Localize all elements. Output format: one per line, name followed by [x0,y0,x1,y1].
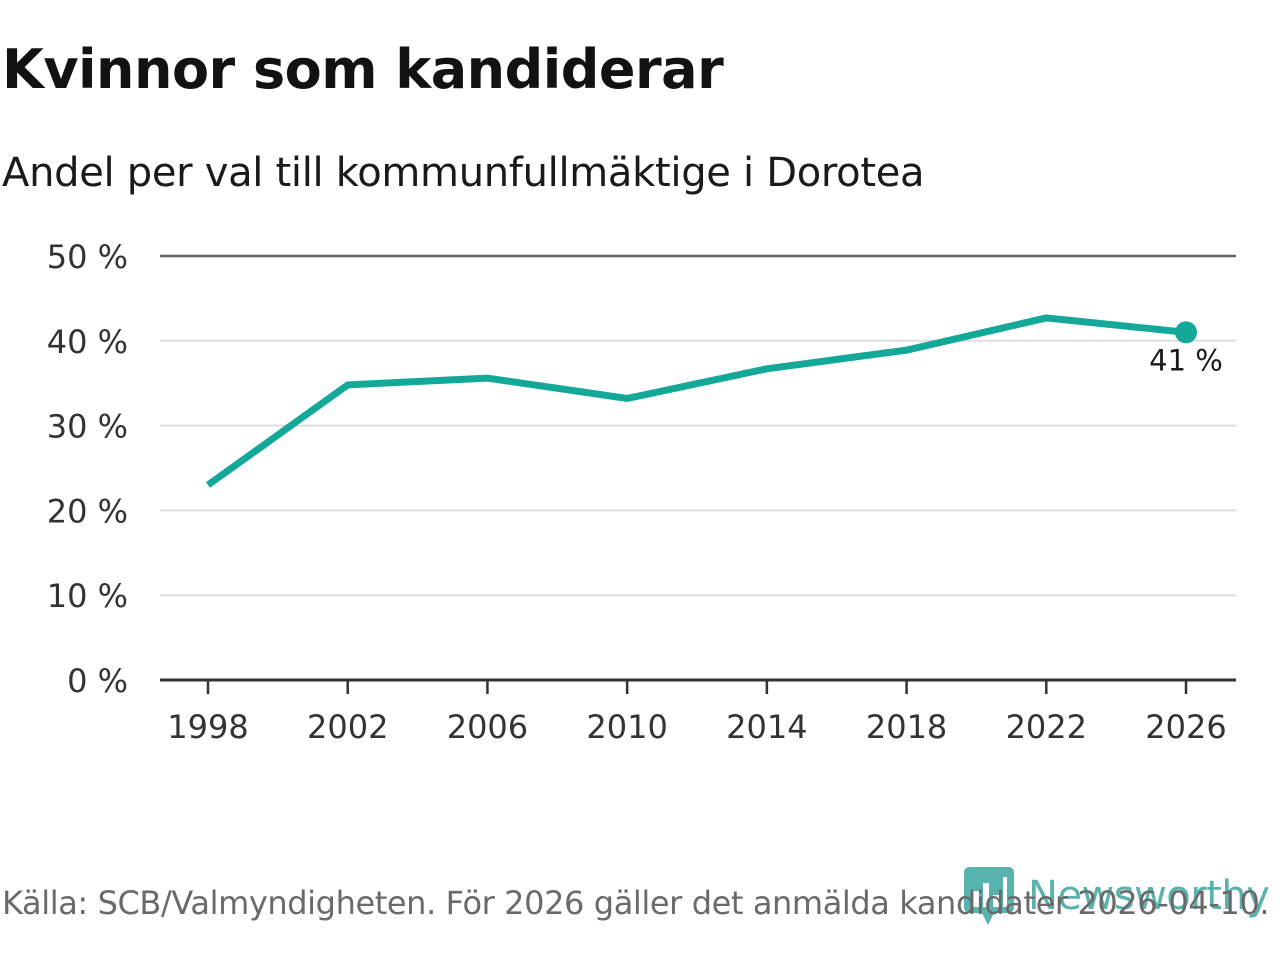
grid-lines [160,254,1236,597]
chart-subtitle: Andel per val till kommunfullmäktige i D… [2,150,925,196]
chart-title: Kvinnor som kandiderar [2,38,724,101]
y-tick-label: 40 % [47,323,128,361]
y-tick-label: 50 % [47,238,128,276]
data-point [1043,314,1050,321]
x-tick-labels: 1998 2002 2006 2010 2014 2018 2022 2026 [167,708,1226,746]
x-tick-label: 2022 [1006,708,1087,746]
end-value-label: 41 % [1149,343,1223,377]
data-point [344,381,351,388]
x-tick-label: 2002 [307,708,388,746]
y-tick-labels: 0 % 10 % 20 % 30 % 40 % 50 % [47,238,128,700]
y-tick-label: 10 % [47,577,128,615]
x-tick-label: 2010 [586,708,667,746]
x-tick-label: 2014 [726,708,807,746]
line-chart: 0 % 10 % 20 % 30 % 40 % 50 % 1998 2002 2006 2010… [47,238,1236,746]
data-point [903,347,910,354]
newsworthy-logo: Newsworthy [964,864,1270,928]
y-tick-label: 20 % [47,492,128,530]
end-point-marker [1175,321,1197,344]
series: 41 % [205,314,1223,488]
bar-chart-logo-icon [964,867,1014,925]
data-point [624,395,631,402]
data-point [205,481,212,488]
source-note: Källa: SCB/Valmyndigheten. För 2026 gäll… [2,884,1270,922]
y-tick-label: 0 % [67,662,128,700]
y-tick-label: 30 % [47,408,128,446]
x-tick-label: 1998 [167,708,248,746]
x-tick-label: 2018 [866,708,947,746]
axes [160,678,1236,694]
x-tick-label: 2026 [1145,708,1226,746]
logo-text: Newsworthy [1028,873,1270,919]
data-point [484,375,491,382]
series-line [205,314,1187,488]
x-tick-label: 2006 [447,708,528,746]
data-point [763,365,770,372]
